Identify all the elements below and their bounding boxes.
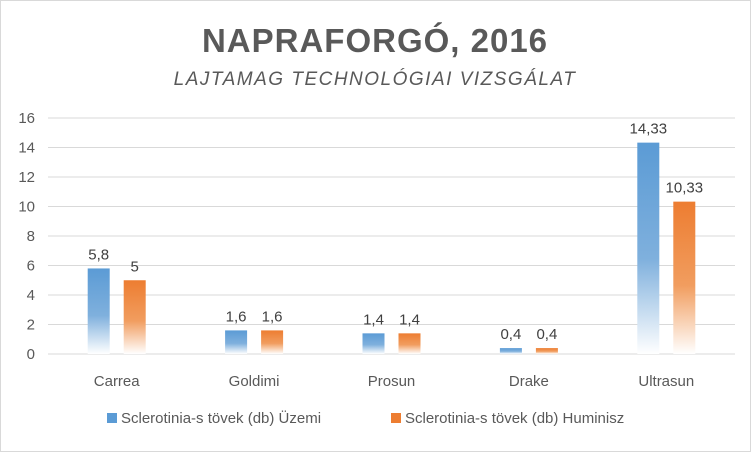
- data-label: 1,6: [262, 308, 283, 325]
- y-tick-label: 2: [27, 317, 35, 334]
- legend: Sclerotinia-s tövek (db) Üzemi Sclerotin…: [107, 409, 624, 427]
- bar-drake-series-1: [535, 348, 558, 354]
- data-label: 10,33: [666, 180, 704, 197]
- data-label: 5,8: [88, 246, 109, 263]
- y-tick-label: 16: [18, 110, 35, 127]
- bars: [87, 142, 696, 354]
- category-label-carrea: Carrea: [94, 373, 141, 390]
- y-tick-label: 12: [18, 169, 35, 186]
- bar-goldimi-series-1: [261, 330, 284, 354]
- y-tick-label: 0: [27, 346, 35, 363]
- legend-label-uzemi: Sclerotinia-s tövek (db) Üzemi: [121, 409, 321, 427]
- y-tick-label: 8: [27, 228, 35, 245]
- category-label-drake: Drake: [509, 373, 549, 390]
- bar-goldimi-series-0: [225, 330, 248, 354]
- data-label: 0,4: [536, 326, 557, 343]
- y-tick-label: 10: [18, 199, 35, 216]
- data-label: 5: [131, 258, 139, 275]
- gridlines: [48, 117, 735, 355]
- y-tick-label: 6: [27, 258, 35, 275]
- category-label-goldimi: Goldimi: [229, 373, 280, 390]
- y-axis-ticks: 0 2 4 6 8 10 12 14 16: [18, 110, 35, 363]
- category-label-prosun: Prosun: [368, 373, 416, 390]
- data-label: 14,33: [630, 121, 668, 138]
- bar-carrea-series-0: [87, 268, 110, 354]
- bar-prosun-series-1: [398, 333, 421, 354]
- bar-ultrasun-series-1: [673, 201, 696, 354]
- x-axis-categories: Carrea Goldimi Prosun Drake Ultrasun: [94, 373, 694, 390]
- bar-ultrasun-series-0: [637, 142, 660, 354]
- data-label: 1,6: [226, 308, 247, 325]
- chart-subtitle: LAJTAMAG TECHNOLÓGIAI VIZSGÁLAT: [174, 68, 577, 90]
- bar-drake-series-0: [499, 348, 522, 354]
- y-tick-label: 4: [27, 287, 35, 304]
- legend-label-huminisz: Sclerotinia-s tövek (db) Huminisz: [405, 410, 624, 427]
- category-label-ultrasun: Ultrasun: [638, 373, 694, 390]
- data-label: 1,4: [363, 311, 384, 328]
- bar-carrea-series-1: [123, 280, 146, 354]
- data-label: 0,4: [500, 326, 521, 343]
- data-label: 1,4: [399, 311, 420, 328]
- y-tick-label: 14: [18, 140, 35, 157]
- legend-swatch-uzemi: [107, 413, 117, 423]
- chart-title: NAPRAFORGÓ, 2016: [202, 22, 548, 59]
- legend-swatch-huminisz: [391, 413, 401, 423]
- bar-prosun-series-0: [362, 333, 385, 354]
- data-labels: 5,8 5 1,6 1,6 1,4 1,4 0,4 0,4 14,33 10,33: [88, 121, 703, 343]
